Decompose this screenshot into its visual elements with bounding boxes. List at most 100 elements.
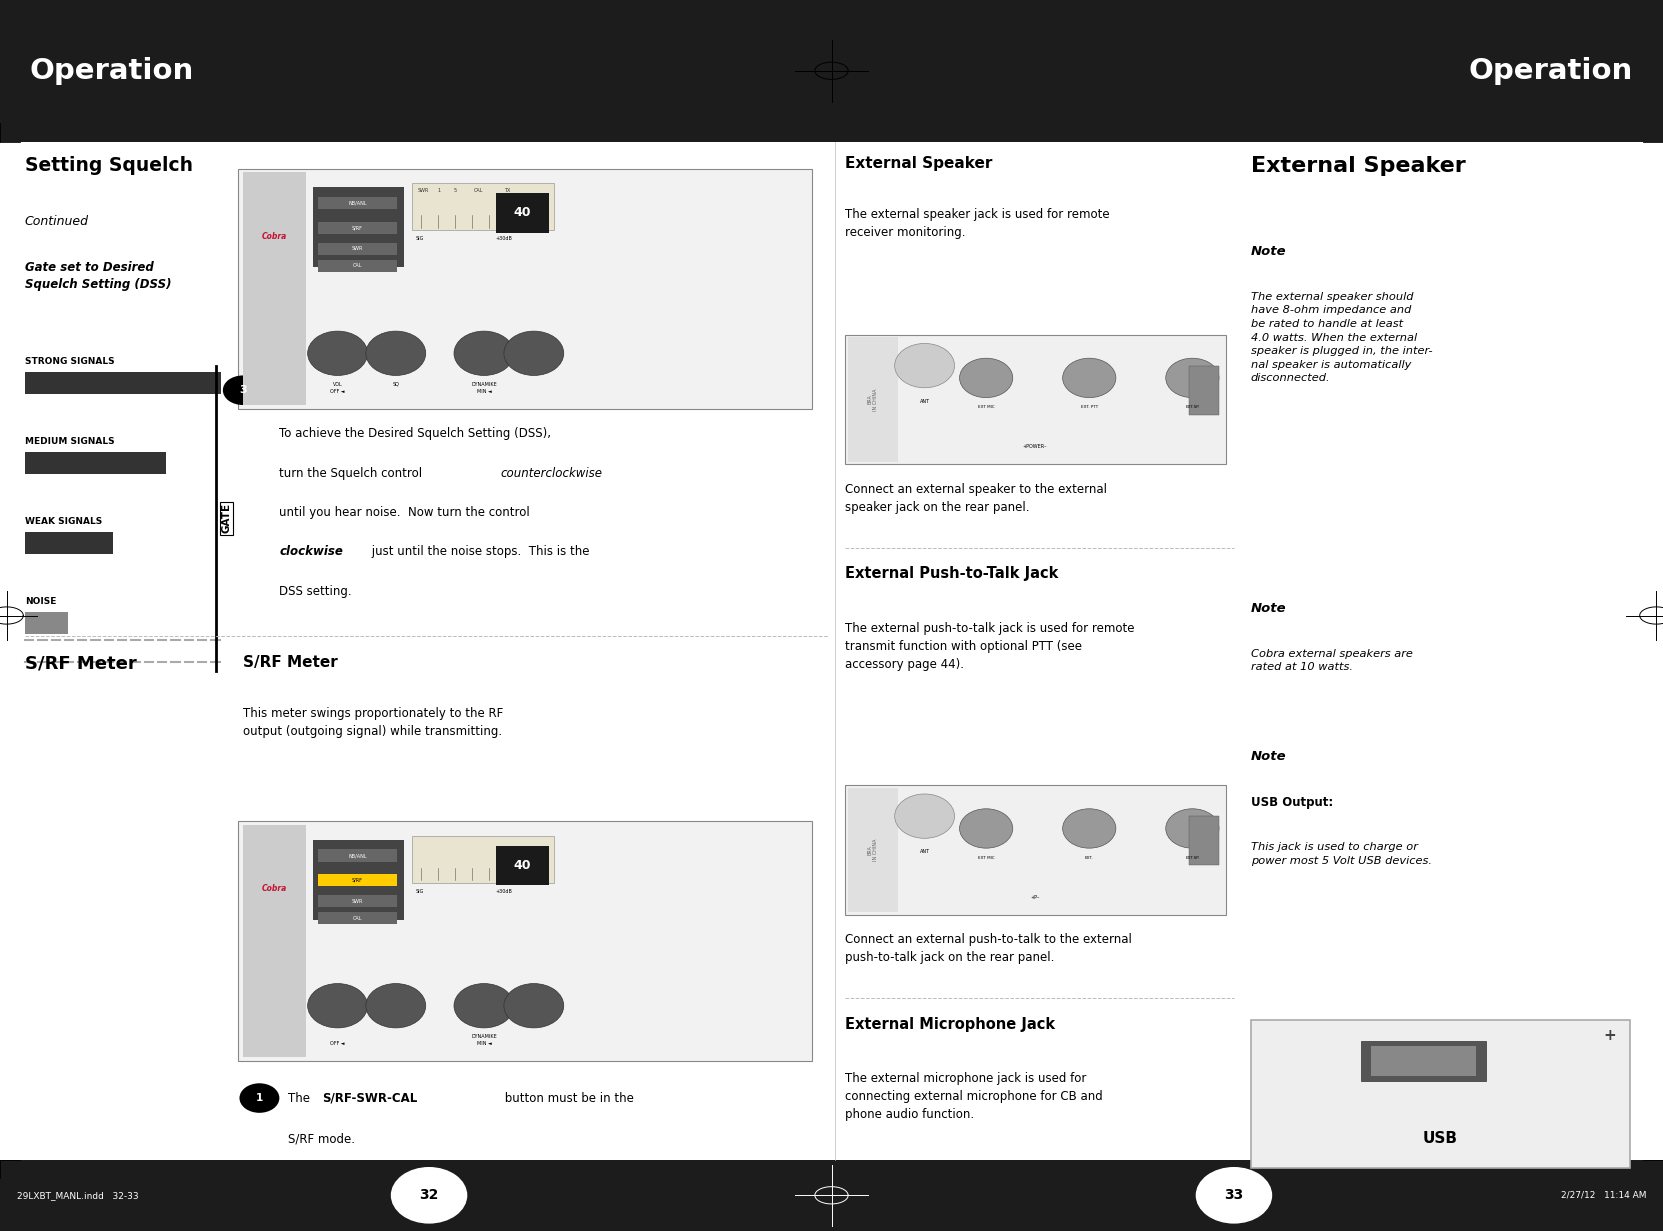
Bar [243, 172, 306, 405]
Text: The external speaker jack is used for remote
receiver monitoring.: The external speaker jack is used for re… [845, 208, 1109, 239]
Text: CAL: CAL [474, 188, 484, 193]
Text: OFF ◄: OFF ◄ [331, 389, 344, 394]
Text: NB/ANL: NB/ANL [348, 201, 368, 206]
Text: 3: 3 [239, 385, 246, 395]
Bar [0, 0, 1663, 142]
Bar [25, 532, 113, 554]
Bar [318, 912, 397, 924]
Text: ANT: ANT [920, 849, 930, 854]
Text: This jack is used to charge or
power most 5 Volt USB devices.: This jack is used to charge or power mos… [1251, 842, 1432, 865]
Text: Connect an external speaker to the external
speaker jack on the rear panel.: Connect an external speaker to the exter… [845, 483, 1108, 513]
Text: +30dB: +30dB [496, 236, 512, 241]
Text: 40: 40 [514, 207, 530, 219]
Bar [845, 335, 1226, 464]
Bar [848, 788, 898, 912]
Bar [318, 260, 397, 272]
Text: EXT.SP.: EXT.SP. [1186, 405, 1199, 409]
Text: Note: Note [1251, 245, 1285, 259]
Text: turn the Squelch control: turn the Squelch control [279, 467, 431, 480]
Circle shape [239, 1083, 279, 1113]
Text: BRA
IN CHINA: BRA IN CHINA [868, 388, 878, 411]
Text: EXT. PTT: EXT. PTT [1081, 405, 1098, 409]
Text: Operation: Operation [30, 57, 195, 85]
Bar [25, 452, 166, 474]
Circle shape [308, 331, 368, 375]
Text: This meter swings proportionately to the RF
output (outgoing signal) while trans: This meter swings proportionately to the… [243, 707, 502, 737]
Text: +30dB: +30dB [496, 889, 512, 894]
Text: 2/27/12   11:14 AM: 2/27/12 11:14 AM [1562, 1190, 1646, 1200]
Bar [318, 895, 397, 907]
Bar [318, 222, 397, 234]
Bar [25, 372, 221, 394]
Text: until you hear noise.  Now turn the control: until you hear noise. Now turn the contr… [279, 506, 530, 519]
Text: VOL: VOL [333, 382, 343, 387]
Bar [412, 836, 554, 883]
Text: SWR: SWR [353, 899, 363, 904]
Circle shape [895, 343, 955, 388]
Text: +POWER–: +POWER– [1023, 444, 1048, 449]
Text: Cobra: Cobra [261, 231, 288, 241]
Bar [0, 1160, 1663, 1231]
Circle shape [1166, 809, 1219, 848]
Circle shape [366, 984, 426, 1028]
Circle shape [1166, 358, 1219, 398]
Text: STRONG SIGNALS: STRONG SIGNALS [25, 357, 115, 366]
Text: Setting Squelch: Setting Squelch [25, 156, 193, 175]
Text: 33: 33 [1224, 1188, 1244, 1203]
Text: MIN ◄: MIN ◄ [477, 1041, 491, 1046]
Text: SIG: SIG [416, 236, 424, 241]
Bar [496, 846, 549, 885]
Text: 1: 1 [256, 1093, 263, 1103]
Text: DSS setting.: DSS setting. [279, 585, 353, 598]
Text: To achieve the Desired Squelch Setting (DSS),: To achieve the Desired Squelch Setting (… [279, 427, 552, 441]
Text: NB/ANL: NB/ANL [348, 853, 368, 858]
Circle shape [960, 809, 1013, 848]
Bar [1362, 1041, 1487, 1081]
Bar [318, 849, 397, 862]
Circle shape [504, 984, 564, 1028]
Text: MEDIUM SIGNALS: MEDIUM SIGNALS [25, 437, 115, 446]
Circle shape [960, 358, 1013, 398]
Text: SWR: SWR [353, 246, 363, 251]
Text: Gate set to Desired
Squelch Setting (DSS): Gate set to Desired Squelch Setting (DSS… [25, 261, 171, 291]
Circle shape [223, 375, 263, 405]
Text: S/RF Meter: S/RF Meter [243, 655, 338, 670]
Text: S/RF mode.: S/RF mode. [288, 1133, 354, 1146]
Text: +: + [1603, 1028, 1616, 1043]
Bar [845, 785, 1226, 915]
Text: Cobra external speakers are
rated at 10 watts.: Cobra external speakers are rated at 10 … [1251, 649, 1412, 672]
Text: TX: TX [504, 188, 511, 193]
Text: External Microphone Jack: External Microphone Jack [845, 1017, 1054, 1032]
Text: EXT MIC: EXT MIC [978, 856, 994, 859]
Text: USB: USB [1422, 1131, 1458, 1146]
Bar [848, 337, 898, 462]
Circle shape [895, 794, 955, 838]
Circle shape [454, 984, 514, 1028]
Text: WEAK SIGNALS: WEAK SIGNALS [25, 517, 101, 526]
Text: Note: Note [1251, 602, 1285, 616]
Circle shape [391, 1167, 467, 1224]
Circle shape [454, 331, 514, 375]
Bar [318, 243, 397, 255]
Bar [243, 825, 306, 1057]
Text: NOISE: NOISE [25, 597, 57, 606]
Text: S/RF-SWR-CAL: S/RF-SWR-CAL [323, 1092, 417, 1105]
Text: SWR: SWR [417, 188, 429, 193]
Text: EXT.SP.: EXT.SP. [1186, 856, 1199, 859]
Text: S/RF: S/RF [353, 878, 363, 883]
Text: ANT: ANT [920, 399, 930, 404]
Text: 1: 1 [437, 188, 441, 193]
Circle shape [308, 984, 368, 1028]
Text: 5: 5 [454, 188, 457, 193]
Bar [25, 612, 68, 634]
Text: 32: 32 [419, 1188, 439, 1203]
Text: CAL: CAL [353, 263, 363, 268]
Text: 40: 40 [514, 859, 530, 872]
Text: OFF ◄: OFF ◄ [331, 1041, 344, 1046]
Text: DYNAMIKE: DYNAMIKE [471, 1034, 497, 1039]
Text: S/RF: S/RF [353, 225, 363, 230]
Bar [313, 187, 404, 267]
Text: Note: Note [1251, 750, 1285, 763]
Text: Operation: Operation [1468, 57, 1633, 85]
Bar [1189, 816, 1219, 865]
